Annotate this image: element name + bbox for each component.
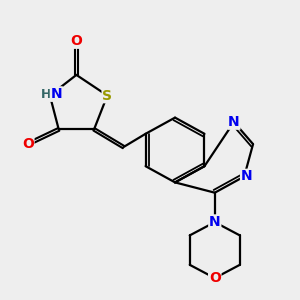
Text: N: N [51,87,62,101]
Text: N: N [209,215,220,229]
Text: O: O [70,34,82,48]
Text: N: N [228,115,240,129]
Text: H: H [41,88,52,100]
Text: O: O [209,271,221,285]
Text: S: S [102,88,112,103]
Text: O: O [22,137,34,151]
Text: N: N [241,169,252,184]
